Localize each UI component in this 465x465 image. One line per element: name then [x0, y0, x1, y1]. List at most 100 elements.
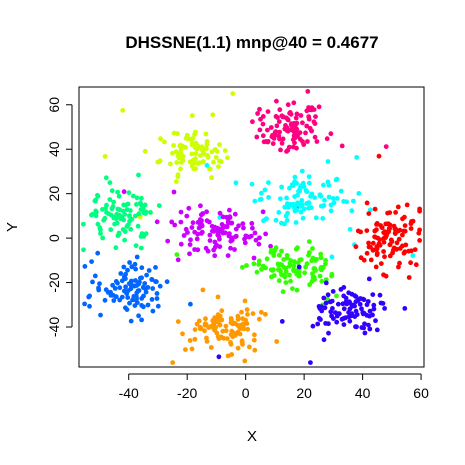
data-point — [378, 261, 384, 266]
data-point — [154, 219, 160, 225]
data-point — [228, 320, 234, 326]
data-point — [210, 228, 215, 234]
data-point — [122, 237, 127, 243]
data-point — [343, 315, 349, 321]
data-point — [280, 136, 286, 142]
data-point — [187, 338, 193, 343]
y-tick-label: 20 — [46, 186, 62, 202]
data-point — [295, 260, 301, 266]
data-point — [138, 275, 143, 281]
data-point — [274, 98, 279, 104]
data-point — [308, 360, 313, 365]
data-point — [322, 197, 327, 203]
data-point — [171, 143, 177, 148]
data-point — [329, 313, 334, 319]
data-point — [189, 225, 195, 230]
data-point — [291, 267, 296, 273]
data-point — [330, 289, 336, 294]
data-point — [287, 202, 292, 208]
data-point — [140, 284, 146, 290]
data-point — [382, 306, 387, 311]
data-point — [341, 285, 347, 290]
data-point — [410, 253, 416, 258]
data-point — [95, 221, 101, 227]
data-point — [145, 302, 151, 308]
data-point — [209, 223, 215, 229]
data-point — [360, 310, 366, 315]
data-point — [199, 218, 204, 224]
data-point — [323, 280, 329, 286]
x-axis-title: X — [247, 428, 257, 445]
data-point — [125, 201, 131, 207]
data-point — [217, 317, 223, 322]
data-point — [96, 287, 102, 293]
data-point — [177, 151, 182, 156]
data-point — [370, 240, 376, 246]
data-point — [244, 307, 250, 312]
data-point — [306, 205, 311, 211]
data-point — [132, 294, 138, 300]
data-point — [261, 139, 267, 145]
y-tick-label: 60 — [46, 97, 62, 113]
data-point — [133, 266, 139, 272]
data-point — [250, 119, 255, 125]
data-point — [89, 212, 94, 218]
data-point — [94, 209, 99, 215]
data-point — [387, 242, 393, 248]
data-point — [293, 130, 298, 135]
data-point — [412, 247, 418, 253]
data-point — [381, 236, 387, 241]
data-point — [396, 264, 401, 270]
data-point — [289, 121, 294, 126]
x-tick-label: 60 — [413, 385, 429, 401]
data-point — [362, 330, 368, 336]
data-point — [257, 235, 262, 241]
data-point — [323, 258, 328, 263]
data-point — [204, 139, 210, 144]
data-point — [316, 316, 322, 321]
data-point — [107, 197, 113, 202]
data-point — [176, 155, 182, 161]
data-point — [142, 148, 148, 154]
data-point — [142, 202, 148, 208]
data-point — [100, 207, 105, 212]
data-point — [279, 140, 285, 146]
data-point — [357, 301, 363, 307]
data-point — [156, 203, 162, 209]
data-point — [157, 283, 163, 289]
data-point — [227, 231, 232, 237]
data-point — [344, 199, 349, 205]
data-point — [102, 215, 108, 221]
data-point — [312, 134, 318, 140]
data-point — [305, 139, 310, 144]
data-point — [97, 225, 103, 231]
data-point — [268, 267, 274, 273]
data-point — [178, 219, 184, 225]
data-point — [282, 274, 288, 280]
data-point — [361, 325, 367, 331]
data-point — [395, 204, 401, 210]
data-point — [141, 293, 146, 299]
data-point — [210, 112, 216, 118]
data-point — [283, 265, 289, 271]
data-point — [254, 134, 260, 140]
data-point — [362, 321, 367, 327]
data-point — [266, 195, 271, 200]
data-point — [300, 120, 305, 126]
data-point — [255, 111, 260, 116]
data-point — [287, 185, 292, 191]
data-point — [203, 316, 208, 322]
data-point — [199, 145, 204, 151]
data-point — [98, 312, 103, 318]
data-point — [222, 148, 228, 154]
data-point — [368, 257, 374, 263]
data-point — [305, 201, 311, 206]
data-point — [117, 213, 122, 218]
data-point — [336, 311, 342, 317]
data-point — [289, 182, 295, 188]
data-point — [186, 205, 192, 211]
data-point — [233, 234, 238, 240]
data-point — [279, 319, 285, 324]
data-point — [309, 128, 314, 134]
data-point — [257, 127, 263, 133]
